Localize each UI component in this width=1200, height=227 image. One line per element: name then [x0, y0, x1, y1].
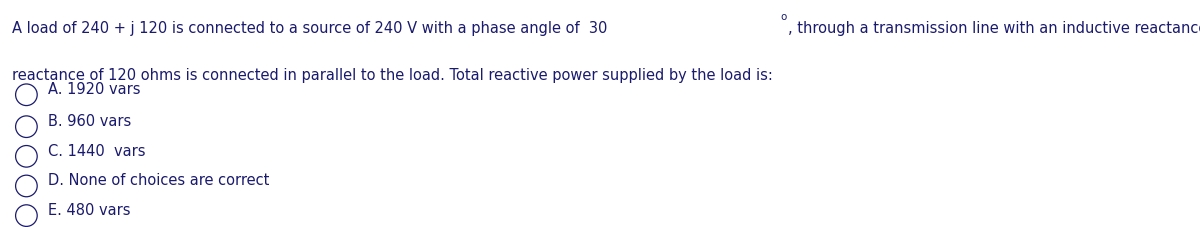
- Text: o: o: [780, 12, 786, 22]
- Text: C. 1440  vars: C. 1440 vars: [48, 143, 145, 158]
- Text: E. 480 vars: E. 480 vars: [48, 202, 131, 217]
- Text: D. None of choices are correct: D. None of choices are correct: [48, 173, 269, 188]
- Text: A. 1920 vars: A. 1920 vars: [48, 82, 140, 97]
- Text: reactance of 120 ohms is connected in parallel to the load. Total reactive power: reactance of 120 ohms is connected in pa…: [12, 68, 773, 83]
- Text: A load of 240 + j 120 is connected to a source of 240 V with a phase angle of  3: A load of 240 + j 120 is connected to a …: [12, 20, 607, 35]
- Text: , through a transmission line with an inductive reactance of 60 ohms. A Capacito: , through a transmission line with an in…: [788, 20, 1200, 35]
- Text: B. 960 vars: B. 960 vars: [48, 114, 131, 128]
